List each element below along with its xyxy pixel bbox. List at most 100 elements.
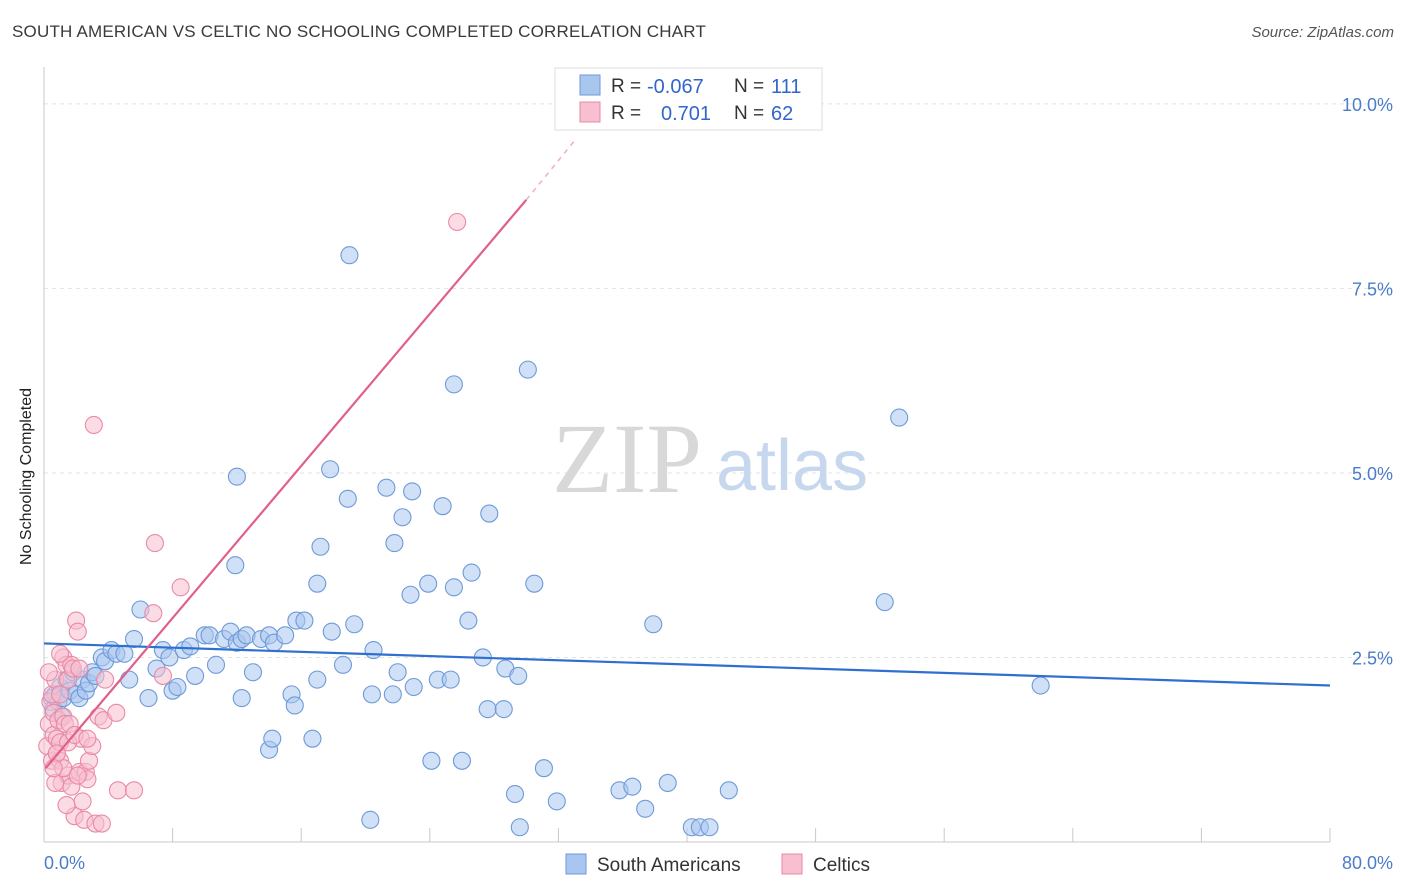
axes <box>43 67 1331 843</box>
data-point-south-americans <box>433 497 452 516</box>
data-point-south-americans <box>345 615 364 634</box>
data-point-south-americans <box>311 537 330 556</box>
data-point-celtics <box>51 644 70 663</box>
data-point-south-americans <box>226 556 245 575</box>
source-text: Source: ZipAtlas.com <box>1251 24 1394 41</box>
data-point-south-americans <box>364 641 383 660</box>
data-point-south-americans <box>719 781 738 800</box>
data-point-south-americans <box>422 751 441 770</box>
data-point-south-americans <box>444 375 463 394</box>
data-point-celtics <box>171 578 190 597</box>
data-point-celtics <box>153 666 173 685</box>
watermark: ZIP atlas <box>552 403 868 514</box>
data-point-south-americans <box>644 615 663 634</box>
y-tick-label: 10.0% <box>1342 95 1393 115</box>
y-tick-label: 7.5% <box>1352 279 1393 299</box>
data-point-south-americans <box>243 663 263 682</box>
legend-n-value-celtics: 62 <box>771 103 793 125</box>
data-point-celtics <box>68 622 87 641</box>
data-point-south-americans <box>361 810 380 829</box>
x-tick-label: 80.0% <box>1342 853 1393 873</box>
data-point-south-americans <box>401 585 420 604</box>
trend-line-extension-celtics <box>525 140 576 201</box>
data-point-south-americans <box>340 246 359 265</box>
legend-swatch-south-americans <box>579 74 601 96</box>
data-point-south-americans <box>303 729 322 748</box>
data-point-south-americans <box>186 666 205 685</box>
legend-label-celtics: Celtics <box>813 855 870 876</box>
data-point-celtics <box>68 766 87 785</box>
data-point-celtics <box>57 796 76 815</box>
data-points <box>38 212 1050 837</box>
data-point-south-americans <box>385 534 404 553</box>
data-point-celtics <box>92 814 111 833</box>
data-point-south-americans <box>120 670 139 689</box>
data-point-south-americans <box>547 792 566 811</box>
data-point-south-americans <box>124 629 144 649</box>
data-point-celtics <box>124 781 144 800</box>
data-point-south-americans <box>505 784 525 804</box>
legend-n-value-south-americans: 111 <box>771 76 801 98</box>
data-point-south-americans <box>1031 676 1050 695</box>
data-point-south-americans <box>181 637 200 656</box>
legend-r-value-celtics: 0.701 <box>661 103 711 125</box>
data-point-south-americans <box>478 700 497 719</box>
legend-r-label: R = <box>611 76 641 97</box>
data-point-south-americans <box>263 729 282 748</box>
data-point-south-americans <box>419 574 438 593</box>
data-point-south-americans <box>206 655 226 674</box>
legend-swatch-celtics <box>579 101 601 123</box>
data-point-south-americans <box>700 818 719 837</box>
data-point-south-americans <box>623 777 642 796</box>
data-point-south-americans <box>168 677 187 697</box>
data-point-celtics <box>51 685 70 704</box>
data-point-south-americans <box>441 670 460 689</box>
data-point-south-americans <box>276 626 295 645</box>
data-point-south-americans <box>388 663 407 682</box>
data-point-south-americans <box>494 700 513 719</box>
legend-r-value-south-americans: -0.067 <box>647 76 704 98</box>
data-point-south-americans <box>393 508 412 527</box>
data-point-celtics <box>78 729 97 748</box>
data-point-celtics <box>73 792 92 811</box>
x-tick-label: 0.0% <box>44 853 85 873</box>
data-point-south-americans <box>338 489 357 508</box>
data-point-south-americans <box>636 799 655 818</box>
data-point-south-americans <box>875 593 894 612</box>
legend-n-label: N = <box>734 103 764 124</box>
grid-lines <box>44 103 1392 658</box>
data-point-south-americans <box>462 563 481 582</box>
watermark-atlas: atlas <box>716 426 868 506</box>
data-point-south-americans <box>383 685 402 704</box>
data-point-south-americans <box>308 574 327 593</box>
data-point-south-americans <box>160 648 179 667</box>
data-point-south-americans <box>115 644 134 663</box>
data-point-south-americans <box>333 655 353 674</box>
data-point-south-americans <box>321 460 340 479</box>
data-point-south-americans <box>295 611 314 630</box>
data-point-celtics <box>39 663 58 682</box>
data-point-celtics <box>145 534 164 553</box>
data-point-south-americans <box>658 773 677 793</box>
data-point-celtics <box>448 212 467 232</box>
legend-label-south-americans: South Americans <box>597 855 741 876</box>
trend-lines <box>43 140 1331 769</box>
data-point-south-americans <box>362 685 381 704</box>
data-point-south-americans <box>377 478 396 497</box>
data-point-celtics <box>144 604 163 623</box>
y-tick-label: 5.0% <box>1352 464 1393 484</box>
legend-swatch-celtics <box>781 853 803 875</box>
data-point-south-americans <box>459 611 478 630</box>
legend-r-label: R = <box>611 103 641 124</box>
legend-n-label: N = <box>734 76 764 97</box>
watermark-zip: ZIP <box>552 403 702 514</box>
data-point-celtics <box>96 670 115 689</box>
data-point-south-americans <box>404 677 423 697</box>
data-point-celtics <box>108 781 127 800</box>
data-point-celtics <box>107 703 126 722</box>
data-point-south-americans <box>232 689 251 708</box>
trend-line-celtics <box>44 199 528 769</box>
data-point-south-americans <box>322 622 341 641</box>
data-point-celtics <box>70 659 89 678</box>
